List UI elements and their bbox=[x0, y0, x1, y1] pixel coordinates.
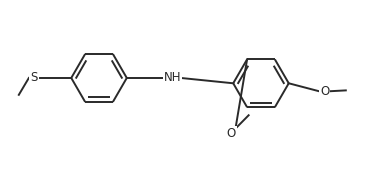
Text: O: O bbox=[227, 127, 236, 139]
Text: NH: NH bbox=[164, 71, 181, 84]
Text: O: O bbox=[320, 85, 329, 98]
Text: S: S bbox=[30, 71, 37, 84]
